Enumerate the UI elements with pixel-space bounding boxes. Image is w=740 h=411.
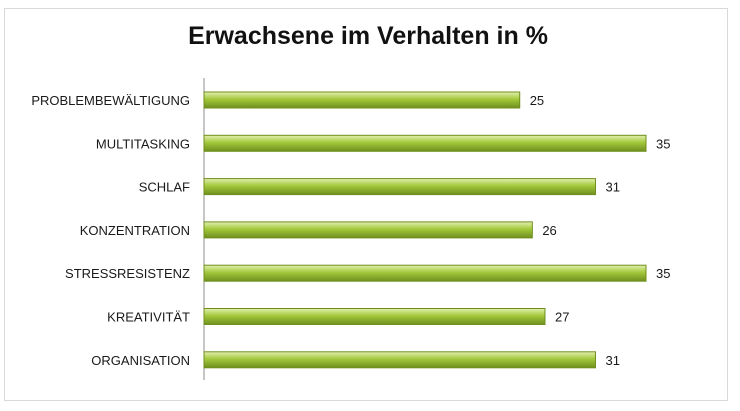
chart-area	[4, 8, 728, 401]
chart-title: Erwachsene im Verhalten in %	[188, 22, 548, 50]
data-label: 31	[605, 353, 619, 368]
category-label: MULTITASKING	[96, 136, 190, 151]
bar-multitasking	[203, 134, 647, 152]
category-label: ORGANISATION	[91, 353, 190, 368]
category-label: SCHLAF	[139, 180, 190, 195]
category-label: KONZENTRATION	[80, 223, 190, 238]
data-label: 27	[555, 310, 569, 325]
bar-konzentration	[203, 221, 533, 239]
bar-schlaf	[203, 178, 596, 196]
data-label: 35	[656, 136, 670, 151]
data-label: 25	[530, 93, 544, 108]
category-label: STRESSRESISTENZ	[65, 266, 190, 281]
bar-kreativität	[203, 308, 546, 325]
bars-group: PROBLEMBEWÄLTIGUNG 25 MULTITASKING 35 SCHLAF…	[31, 91, 670, 369]
data-label: 26	[542, 223, 556, 238]
bar-problembewältigung	[203, 91, 521, 109]
category-label: KREATIVITÄT	[107, 310, 190, 325]
bar-stressresistenz	[203, 264, 647, 282]
bar-organisation	[203, 351, 596, 369]
category-label: PROBLEMBEWÄLTIGUNG	[31, 93, 190, 108]
data-label: 31	[605, 180, 619, 195]
data-label: 35	[656, 266, 670, 281]
